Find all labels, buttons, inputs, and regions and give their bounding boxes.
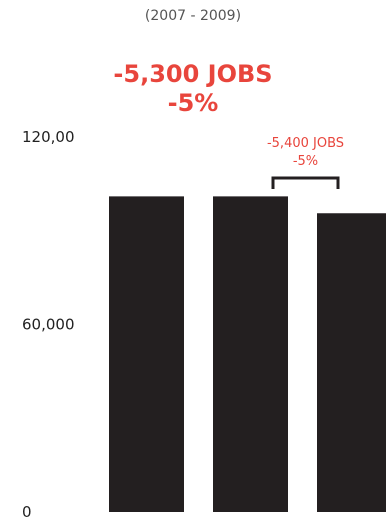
- headline-percent: -5%: [167, 89, 219, 117]
- y-tick-label: 60,000: [22, 316, 75, 334]
- annotation-jobs-label: -5,400 JOBS: [267, 136, 344, 151]
- bar: [317, 213, 386, 512]
- y-tick-label: 0: [22, 503, 32, 518]
- annotation-percent-label: -5%: [293, 154, 318, 169]
- chart-headline: -5,300 JOBS -5%: [0, 60, 386, 118]
- y-tick-label: 120,00: [22, 128, 75, 146]
- headline-jobs: -5,300 JOBS: [113, 60, 273, 88]
- bar: [109, 196, 184, 512]
- bar: [213, 196, 288, 512]
- annotation-bracket: [271, 176, 340, 189]
- chart-subtitle: (2007 - 2009): [144, 8, 242, 24]
